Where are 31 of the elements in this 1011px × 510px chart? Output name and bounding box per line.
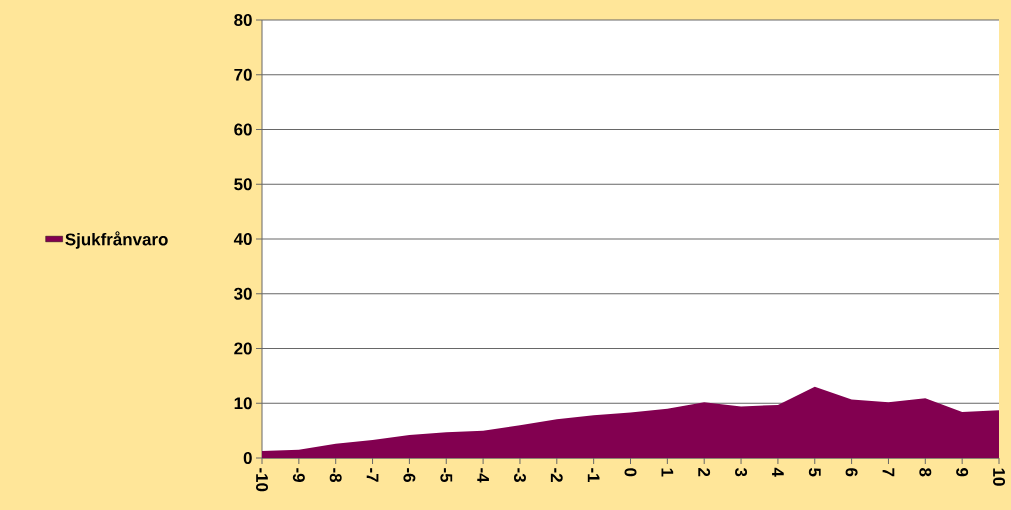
x-tick-label: -9 — [292, 468, 305, 482]
y-tick-label: 70 — [234, 68, 252, 81]
x-tick-label: 10 — [993, 468, 1006, 486]
x-tick-label: -3 — [513, 468, 526, 482]
y-tick-label: 50 — [234, 178, 252, 191]
x-tick-label: -7 — [366, 468, 379, 482]
x-tick-label: 9 — [956, 468, 969, 477]
y-tick-label: 60 — [234, 123, 252, 136]
y-tick-label: 40 — [233, 233, 252, 245]
x-tick-label: -10 — [256, 468, 268, 492]
x-tick-label: -1 — [587, 468, 600, 483]
y-tick-label: 20 — [234, 342, 252, 355]
x-tick-label: 6 — [845, 468, 858, 477]
y-tick-label: 80 — [234, 14, 252, 26]
x-tick-label: -5 — [440, 468, 453, 483]
y-tick-label: 10 — [234, 397, 252, 410]
legend-label: Sjukfrånvaro — [65, 231, 168, 249]
x-tick-label: -2 — [550, 468, 563, 482]
x-tick-label: 8 — [919, 468, 932, 477]
x-tick-label: 7 — [882, 468, 895, 477]
y-tick-label: 0 — [243, 452, 252, 464]
x-tick-label: -4 — [477, 468, 489, 483]
x-tick-label: 3 — [735, 467, 748, 477]
x-tick-label: -6 — [403, 468, 416, 482]
x-tick-label: 4 — [772, 467, 784, 477]
x-tick-label: 2 — [698, 468, 711, 477]
x-tick-label: -8 — [329, 468, 342, 483]
x-tick-label: 0 — [624, 468, 637, 477]
x-tick-label: 1 — [661, 468, 674, 477]
y-tick-label: 30 — [234, 287, 252, 300]
x-tick-label: 5 — [808, 468, 821, 477]
